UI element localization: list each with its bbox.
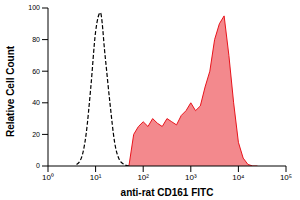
svg-text:0: 0 — [36, 162, 40, 169]
svg-text:80: 80 — [32, 36, 40, 43]
svg-text:60: 60 — [32, 68, 40, 75]
svg-text:100: 100 — [28, 4, 40, 11]
svg-text:20: 20 — [32, 131, 40, 138]
svg-text:10⁵: 10⁵ — [280, 173, 292, 182]
svg-text:10³: 10³ — [185, 173, 197, 182]
svg-text:10⁴: 10⁴ — [232, 173, 245, 182]
svg-text:10²: 10² — [137, 173, 149, 182]
svg-text:10⁰: 10⁰ — [42, 173, 54, 182]
svg-text:40: 40 — [32, 99, 40, 106]
svg-text:10¹: 10¹ — [90, 173, 102, 182]
svg-text:Relative Cell Count: Relative Cell Count — [8, 45, 16, 137]
svg-text:anti-rat CD161 FITC: anti-rat CD161 FITC — [121, 187, 214, 198]
